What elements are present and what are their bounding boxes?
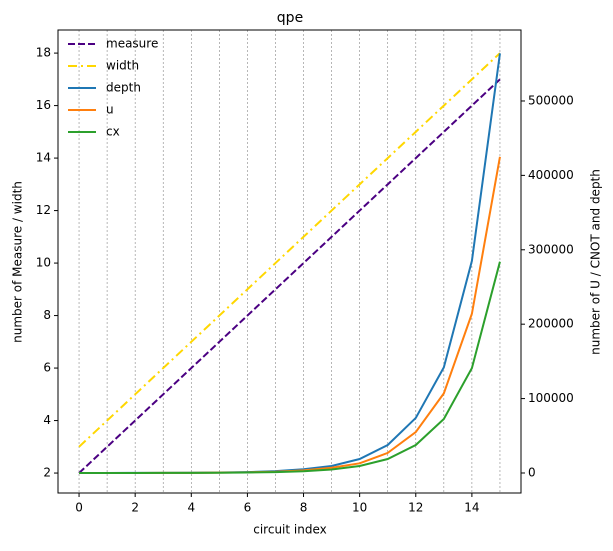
y2-tick-label: 500000 xyxy=(528,93,574,107)
legend-label: measure xyxy=(106,37,158,51)
legend-label: depth xyxy=(106,81,141,95)
y-tick-label: 6 xyxy=(43,361,51,375)
y2-tick-label: 100000 xyxy=(528,391,574,405)
x-tick-label: 8 xyxy=(300,501,308,515)
legend-label: width xyxy=(106,59,139,73)
x-tick-label: 4 xyxy=(187,501,195,515)
x-tick-label: 10 xyxy=(352,501,367,515)
series-line xyxy=(79,261,501,474)
y-axis-label: number of Measure / width xyxy=(11,181,25,343)
x-tick-label: 14 xyxy=(464,501,479,515)
x-axis-label: circuit index xyxy=(253,523,327,537)
y-tick-label: 2 xyxy=(43,466,51,480)
y-tick-label: 18 xyxy=(36,46,51,60)
y2-tick-label: 200000 xyxy=(528,317,574,331)
y2-tick-label: 400000 xyxy=(528,168,574,182)
y-tick-label: 8 xyxy=(43,308,51,322)
x-tick-label: 0 xyxy=(75,501,83,515)
legend-label: cx xyxy=(106,125,120,139)
y2-tick-label: 300000 xyxy=(528,242,574,256)
x-tick-label: 6 xyxy=(244,501,252,515)
series-line xyxy=(79,53,501,474)
x-tick-label: 2 xyxy=(131,501,139,515)
y2-axis-label: number of U / CNOT and depth xyxy=(589,169,603,355)
y-tick-label: 12 xyxy=(36,203,51,217)
y2-tick-label: 0 xyxy=(528,465,536,479)
y-tick-label: 16 xyxy=(36,98,51,112)
series-line xyxy=(78,78,501,474)
y-tick-label: 14 xyxy=(36,151,51,165)
plot-frame xyxy=(57,29,522,494)
chart-title: qpe xyxy=(277,10,303,26)
x-tick-label: 12 xyxy=(408,501,423,515)
legend-label: u xyxy=(106,103,114,117)
series-line xyxy=(78,52,501,448)
y-tick-label: 10 xyxy=(36,256,51,270)
y-tick-label: 4 xyxy=(43,413,51,427)
